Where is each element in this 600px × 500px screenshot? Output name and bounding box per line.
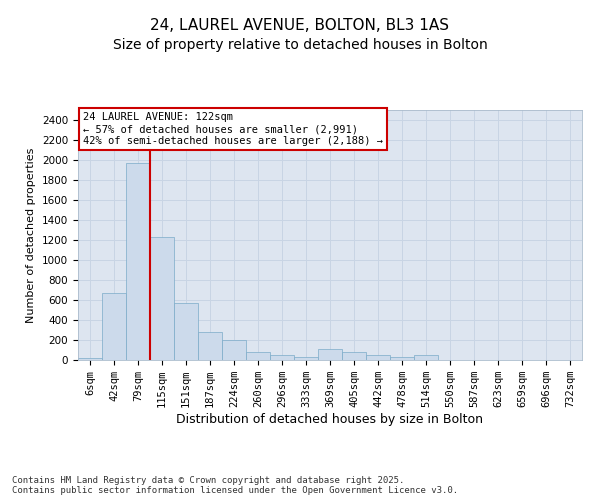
Bar (270, 354, 294, 360)
Y-axis label: Number of detached properties: Number of detached properties (26, 148, 37, 322)
Bar (102, 292, 126, 360)
Bar (294, 356, 318, 360)
Text: 24 LAUREL AVENUE: 122sqm
← 57% of detached houses are smaller (2,991)
42% of sem: 24 LAUREL AVENUE: 122sqm ← 57% of detach… (83, 112, 383, 146)
X-axis label: Distribution of detached houses by size in Bolton: Distribution of detached houses by size … (176, 413, 484, 426)
Bar (366, 355, 390, 360)
Bar (318, 348, 342, 360)
Bar (414, 355, 438, 360)
Bar (126, 163, 150, 360)
Bar (390, 356, 414, 360)
Bar (78, 358, 102, 360)
Bar (246, 352, 270, 360)
Bar (150, 237, 174, 360)
Text: 24, LAUREL AVENUE, BOLTON, BL3 1AS: 24, LAUREL AVENUE, BOLTON, BL3 1AS (151, 18, 449, 32)
Text: Contains HM Land Registry data © Crown copyright and database right 2025.
Contai: Contains HM Land Registry data © Crown c… (12, 476, 458, 495)
Bar (342, 352, 366, 360)
Bar (222, 340, 246, 360)
Text: Size of property relative to detached houses in Bolton: Size of property relative to detached ho… (113, 38, 487, 52)
Bar (174, 302, 198, 360)
Bar (198, 332, 222, 360)
